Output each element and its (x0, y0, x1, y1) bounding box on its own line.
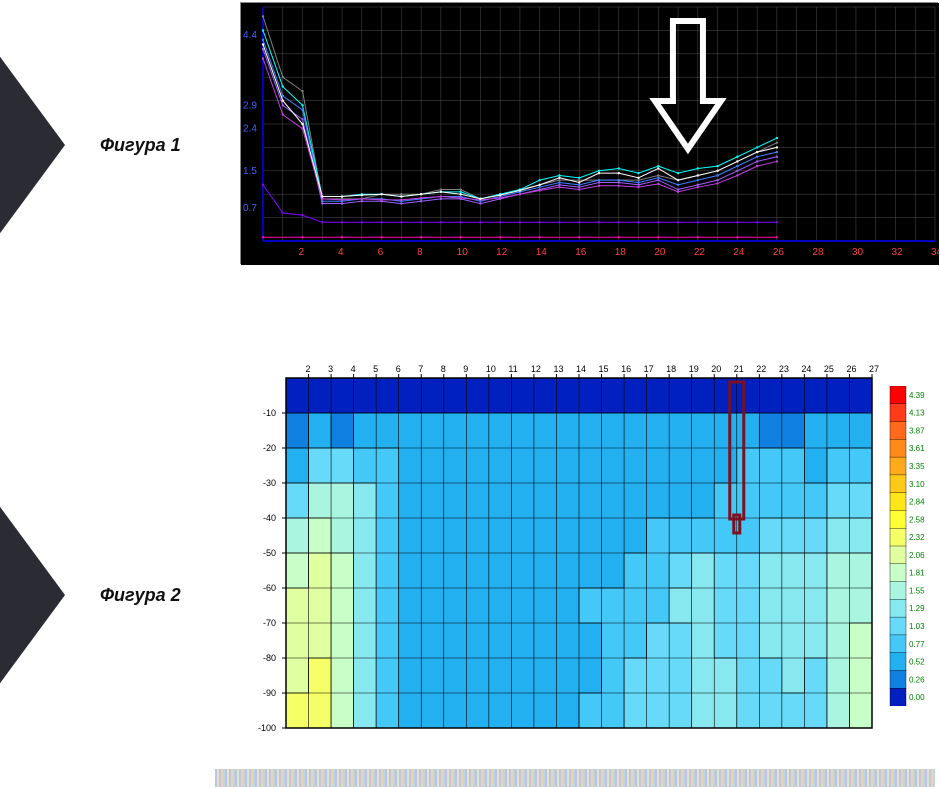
svg-text:15: 15 (599, 364, 609, 374)
svg-text:3.87: 3.87 (909, 426, 925, 435)
svg-text:20: 20 (711, 364, 721, 374)
svg-text:1.29: 1.29 (909, 604, 925, 613)
svg-text:3: 3 (328, 364, 333, 374)
svg-text:-80: -80 (263, 653, 276, 663)
svg-text:12: 12 (531, 364, 541, 374)
svg-text:-40: -40 (263, 513, 276, 523)
svg-text:4.13: 4.13 (909, 409, 925, 418)
svg-text:4: 4 (338, 247, 344, 258)
svg-text:-100: -100 (258, 723, 276, 733)
svg-text:2.9: 2.9 (243, 100, 257, 111)
svg-text:8: 8 (417, 247, 423, 258)
svg-text:9: 9 (463, 364, 468, 374)
svg-text:24: 24 (801, 364, 811, 374)
line-chart-frame: 0.71.52.42.94.42468101214161820222426283… (240, 2, 938, 264)
svg-text:24: 24 (733, 247, 745, 258)
svg-text:-90: -90 (263, 688, 276, 698)
svg-text:8: 8 (441, 364, 446, 374)
svg-text:14: 14 (576, 364, 586, 374)
svg-text:7: 7 (418, 364, 423, 374)
svg-text:32: 32 (891, 247, 903, 258)
color-legend: 4.39 4.13 3.87 3.61 3.35 3.10 2.84 2.58 2.32 2.06… (888, 386, 930, 706)
svg-text:1.55: 1.55 (909, 586, 925, 595)
pointer-fig2 (0, 500, 65, 690)
svg-text:3.61: 3.61 (909, 444, 925, 453)
svg-text:-50: -50 (263, 548, 276, 558)
svg-text:5: 5 (373, 364, 378, 374)
svg-text:2.4: 2.4 (243, 124, 257, 135)
svg-text:34: 34 (931, 247, 939, 258)
svg-text:3.10: 3.10 (909, 480, 925, 489)
label-fig2: Фигура 2 (100, 585, 181, 606)
svg-text:26: 26 (846, 364, 856, 374)
svg-text:6: 6 (378, 247, 384, 258)
svg-text:28: 28 (812, 247, 824, 258)
svg-text:16: 16 (575, 247, 587, 258)
svg-text:2.32: 2.32 (909, 533, 925, 542)
svg-text:18: 18 (615, 247, 627, 258)
svg-text:-60: -60 (263, 583, 276, 593)
svg-text:25: 25 (824, 364, 834, 374)
svg-text:23: 23 (779, 364, 789, 374)
svg-text:22: 22 (756, 364, 766, 374)
svg-text:21: 21 (734, 364, 744, 374)
svg-text:0.7: 0.7 (243, 203, 257, 214)
svg-text:22: 22 (694, 247, 706, 258)
svg-text:13: 13 (553, 364, 563, 374)
svg-text:1.5: 1.5 (243, 166, 257, 177)
svg-text:4.39: 4.39 (909, 391, 925, 400)
svg-text:26: 26 (773, 247, 785, 258)
svg-text:0.52: 0.52 (909, 658, 925, 667)
svg-text:2: 2 (299, 247, 305, 258)
svg-text:17: 17 (644, 364, 654, 374)
contour-chart: 2345678910111213141516171819202122232425… (240, 356, 880, 736)
svg-text:14: 14 (536, 247, 548, 258)
svg-text:12: 12 (496, 247, 508, 258)
svg-text:2.06: 2.06 (909, 551, 925, 560)
svg-text:2: 2 (306, 364, 311, 374)
svg-text:19: 19 (689, 364, 699, 374)
svg-text:1.81: 1.81 (909, 569, 925, 578)
svg-text:4: 4 (351, 364, 356, 374)
svg-text:20: 20 (654, 247, 666, 258)
svg-text:2.58: 2.58 (909, 515, 925, 524)
svg-text:4.4: 4.4 (243, 30, 257, 41)
svg-text:3.35: 3.35 (909, 462, 925, 471)
pointer-fig1 (0, 50, 65, 240)
svg-text:16: 16 (621, 364, 631, 374)
color-legend-svg: 4.39 4.13 3.87 3.61 3.35 3.10 2.84 2.58 2.32 2.06… (888, 386, 930, 706)
contour-chart-frame: 2345678910111213141516171819202122232425… (240, 356, 880, 736)
svg-text:1.03: 1.03 (909, 622, 925, 631)
footer-texture-strip (215, 769, 935, 787)
svg-text:10: 10 (457, 247, 469, 258)
svg-text:30: 30 (852, 247, 864, 258)
svg-text:-70: -70 (263, 618, 276, 628)
svg-text:18: 18 (666, 364, 676, 374)
label-fig1: Фигура 1 (100, 135, 181, 156)
svg-text:0.00: 0.00 (909, 693, 925, 702)
svg-text:-20: -20 (263, 443, 276, 453)
line-chart: 0.71.52.42.94.42468101214161820222426283… (241, 3, 939, 265)
svg-text:10: 10 (486, 364, 496, 374)
svg-text:0.77: 0.77 (909, 640, 925, 649)
svg-text:11: 11 (508, 364, 517, 374)
svg-text:-10: -10 (263, 408, 276, 418)
svg-text:-30: -30 (263, 478, 276, 488)
svg-text:6: 6 (396, 364, 401, 374)
svg-text:27: 27 (869, 364, 879, 374)
svg-text:0.26: 0.26 (909, 675, 925, 684)
svg-text:2.84: 2.84 (909, 498, 925, 507)
